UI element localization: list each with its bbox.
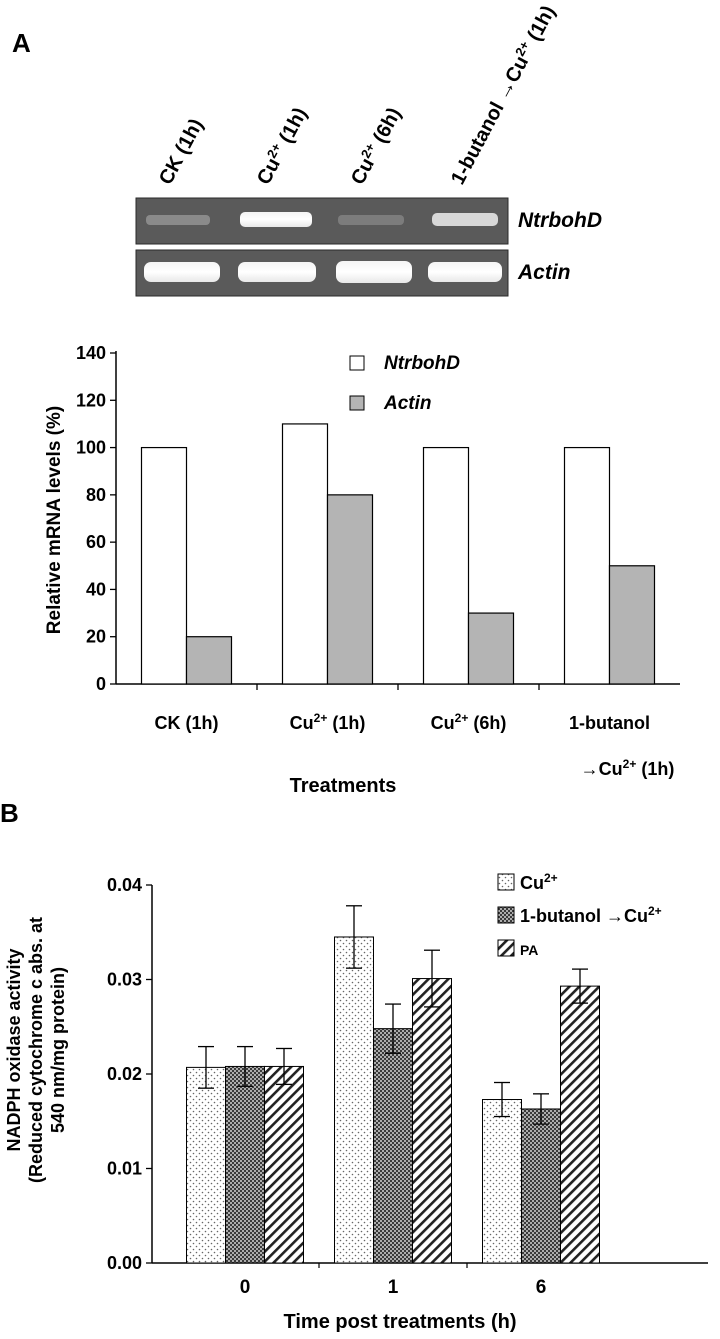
bar-series-1 <box>186 1066 226 1264</box>
gel-ntrbohd-strip <box>135 197 509 245</box>
gel-row-label: NtrbohD <box>518 209 602 232</box>
bar-series-3 <box>412 978 452 1264</box>
y-tick-label: 140 <box>76 343 106 363</box>
bar-actin <box>185 636 233 685</box>
bar-ntrbohd <box>563 446 611 685</box>
bar-series-2 <box>521 1108 561 1264</box>
legend-swatch <box>349 355 365 371</box>
gel-row-label: Actin <box>517 261 571 284</box>
gel-band <box>338 215 404 225</box>
bar-actin <box>608 565 656 685</box>
panel-b-label: B <box>0 798 19 828</box>
y-tick-label: 100 <box>76 438 106 458</box>
chart-b-ylabel-line: NADPH oxidase activity <box>4 948 24 1151</box>
y-tick-label: 0.00 <box>107 1253 142 1273</box>
bar-series-2 <box>225 1065 265 1264</box>
gel-band <box>146 215 210 225</box>
bar-ntrbohd <box>422 446 470 685</box>
x-tick-label: CK (1h) <box>155 713 219 733</box>
bar-actin <box>326 494 374 685</box>
chart-a-ylabel: Relative mRNA levels (%) <box>44 406 65 634</box>
chart-b-ylabel-line: 540 nm/mg protein) <box>48 967 68 1133</box>
x-tick-label: 1 <box>388 1277 399 1298</box>
bar-ntrbohd <box>281 423 329 685</box>
gel-band <box>428 262 502 282</box>
mrna-levels-chart: Relative mRNA levels (%) Treatments 0 20 4… <box>44 343 680 797</box>
y-tick-label: 60 <box>86 532 106 552</box>
legend-label: PA <box>520 942 538 958</box>
y-tick-label: 0 <box>96 674 106 694</box>
y-tick-label: 80 <box>86 485 106 505</box>
gel-band <box>238 262 316 282</box>
nadph-oxidase-chart: NADPH oxidase activity (Reduced cytochro… <box>4 871 708 1333</box>
bar-series-2 <box>373 1028 413 1264</box>
gel-lane-label: CK (1h) <box>155 115 208 188</box>
x-tick-label: Cu2+ (6h) <box>431 711 507 733</box>
y-tick-label: 0.03 <box>107 970 142 990</box>
gel-actin-strip <box>135 249 509 297</box>
legend-swatch <box>497 873 515 891</box>
y-tick-label: 0.02 <box>107 1064 142 1084</box>
bar-series-1 <box>334 936 374 1264</box>
gel-lane-label: Cu2+ (6h) <box>345 103 405 188</box>
gel-lane-label: Cu2+ (1h) <box>251 103 311 188</box>
y-tick-label: 40 <box>86 579 106 599</box>
x-tick-label: Cu2+ (1h) <box>290 711 366 733</box>
gel-band <box>432 213 498 226</box>
legend-label: 1-butanol →Cu2+ <box>520 904 662 926</box>
gel-band <box>240 212 312 227</box>
chart-b-ylabel-line: (Reduced cytochrome c abs. at <box>26 917 46 1183</box>
gel-band <box>336 261 412 283</box>
y-tick-label: 20 <box>86 627 106 647</box>
panel-a-label: A <box>12 28 31 58</box>
bar-series-3 <box>264 1065 304 1264</box>
y-tick-label: 0.04 <box>107 875 142 895</box>
chart-a-xlabel: Treatments <box>290 775 397 797</box>
legend-label: NtrbohD <box>384 353 460 374</box>
x-tick-label-line2: →Cu2+ (1h) <box>581 757 675 779</box>
chart-b-xlabel: Time post treatments (h) <box>284 1311 517 1333</box>
bar-series-1 <box>482 1099 522 1264</box>
y-tick-label: 120 <box>76 390 106 410</box>
x-tick-label: 6 <box>536 1277 547 1298</box>
legend-swatch <box>497 939 515 957</box>
bar-actin <box>467 612 515 685</box>
gel-lane-label: 1-butanol →Cu2+ (1h) <box>445 1 560 188</box>
x-tick-label: 1-butanol <box>569 713 650 733</box>
legend-swatch <box>497 906 515 924</box>
legend-swatch <box>349 395 365 411</box>
legend-label: Cu2+ <box>520 871 558 893</box>
bar-ntrbohd <box>140 446 188 685</box>
y-tick-label: 0.01 <box>107 1159 142 1179</box>
x-tick-label: 0 <box>240 1277 251 1298</box>
bar-series-3 <box>560 985 600 1264</box>
gel-band <box>144 262 220 282</box>
gel-lane-labels: CK (1h) Cu2+ (1h) Cu2+ (6h) 1-butanol →C… <box>155 1 560 188</box>
legend-label: Actin <box>383 393 432 414</box>
